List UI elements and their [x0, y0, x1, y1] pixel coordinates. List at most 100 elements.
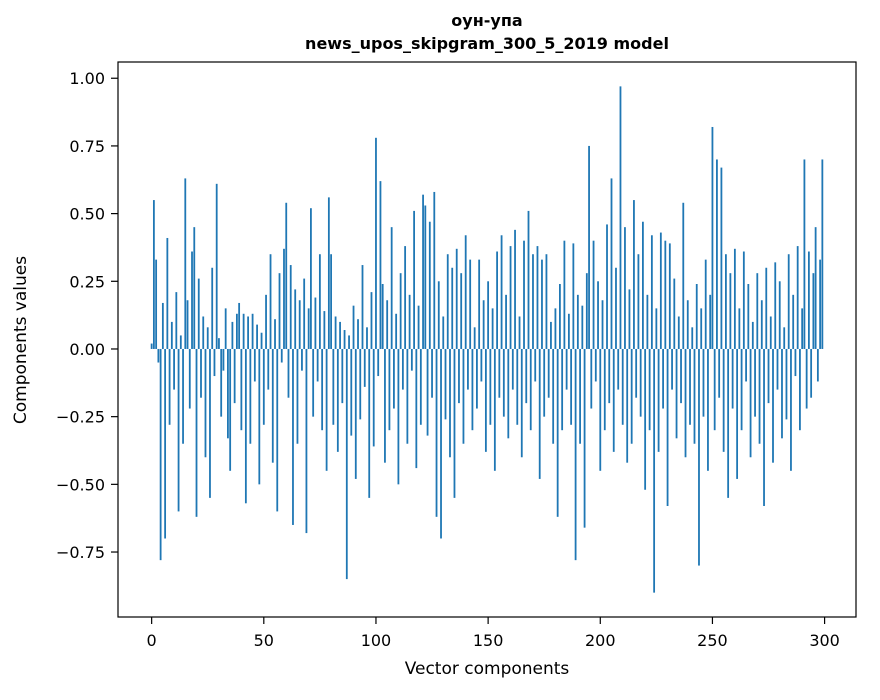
bar: [671, 348, 673, 390]
bar: [534, 348, 537, 382]
bar: [821, 159, 824, 349]
bar: [410, 348, 413, 371]
bar: [399, 273, 402, 349]
bar: [550, 321, 552, 349]
bar: [247, 316, 249, 349]
x-tick-label: 200: [585, 631, 616, 650]
bar: [173, 348, 175, 390]
bar: [334, 316, 337, 349]
bar: [276, 348, 279, 512]
bar: [422, 194, 424, 349]
bar: [260, 332, 263, 349]
bar: [756, 273, 759, 349]
bar: [262, 348, 265, 425]
bar: [415, 348, 418, 469]
bar: [565, 348, 568, 390]
bar: [637, 254, 640, 349]
y-tick-label: 0.50: [69, 205, 105, 224]
bar: [700, 308, 703, 349]
bar: [711, 126, 714, 349]
bar: [462, 348, 465, 444]
bar: [431, 348, 433, 398]
bar: [211, 267, 214, 349]
bar: [458, 348, 460, 404]
bar: [229, 348, 232, 471]
bar: [597, 281, 599, 349]
bar: [323, 311, 326, 349]
bar: [812, 273, 815, 349]
bar: [653, 348, 656, 593]
bar: [816, 348, 819, 382]
bar: [525, 348, 528, 404]
bar: [559, 284, 561, 349]
bar: [366, 327, 368, 349]
bar: [612, 348, 615, 452]
bar: [440, 348, 442, 539]
bar: [274, 319, 276, 349]
bar: [624, 227, 626, 349]
bar: [240, 348, 243, 431]
bar: [316, 348, 319, 382]
bar: [384, 348, 386, 463]
bar: [271, 348, 274, 463]
bar: [803, 159, 806, 349]
bar: [379, 181, 382, 349]
bar: [572, 243, 575, 349]
bar: [467, 348, 469, 390]
bar: [215, 183, 218, 349]
bar: [251, 313, 254, 349]
y-tick-label: −0.75: [56, 543, 105, 562]
bar: [740, 348, 743, 431]
bar: [164, 348, 167, 539]
bar: [222, 348, 225, 371]
bar: [361, 265, 364, 349]
bar: [659, 232, 662, 349]
bar: [790, 348, 792, 471]
x-tick-label: 50: [254, 631, 274, 650]
bar: [765, 267, 768, 349]
bar: [745, 348, 747, 382]
bar: [303, 278, 306, 349]
plot-area: [117, 61, 857, 618]
bar: [368, 348, 371, 498]
bar: [179, 335, 182, 349]
bar: [760, 300, 763, 349]
bar: [388, 348, 391, 431]
bar: [594, 348, 597, 382]
bars: [150, 86, 824, 593]
bar: [175, 292, 178, 349]
bar: [532, 254, 534, 349]
bar: [635, 348, 638, 398]
bar: [646, 294, 649, 349]
bar: [321, 348, 324, 431]
bar: [484, 348, 487, 452]
bar: [689, 348, 691, 425]
bar: [249, 348, 252, 444]
bar: [330, 254, 332, 349]
bar: [325, 348, 328, 471]
bar: [796, 246, 799, 349]
bar: [218, 338, 220, 349]
bar: [772, 348, 774, 463]
bar: [476, 348, 478, 409]
bar: [819, 259, 822, 349]
bar: [736, 348, 739, 479]
bar: [393, 348, 395, 409]
bar: [469, 259, 472, 349]
bar: [801, 308, 804, 349]
bar: [639, 348, 642, 417]
bar: [285, 202, 288, 349]
bar: [157, 348, 160, 363]
y-tick-label: 0.75: [69, 137, 105, 156]
bar: [159, 348, 162, 561]
y-tick-label: −0.50: [56, 475, 105, 494]
bar: [242, 313, 245, 349]
bar: [505, 294, 507, 349]
bar: [751, 321, 754, 349]
bar: [184, 178, 187, 349]
bar: [480, 348, 483, 382]
bar: [617, 348, 620, 390]
bar: [650, 235, 653, 349]
y-tick-label: 1.00: [69, 69, 105, 88]
bar: [601, 300, 604, 349]
